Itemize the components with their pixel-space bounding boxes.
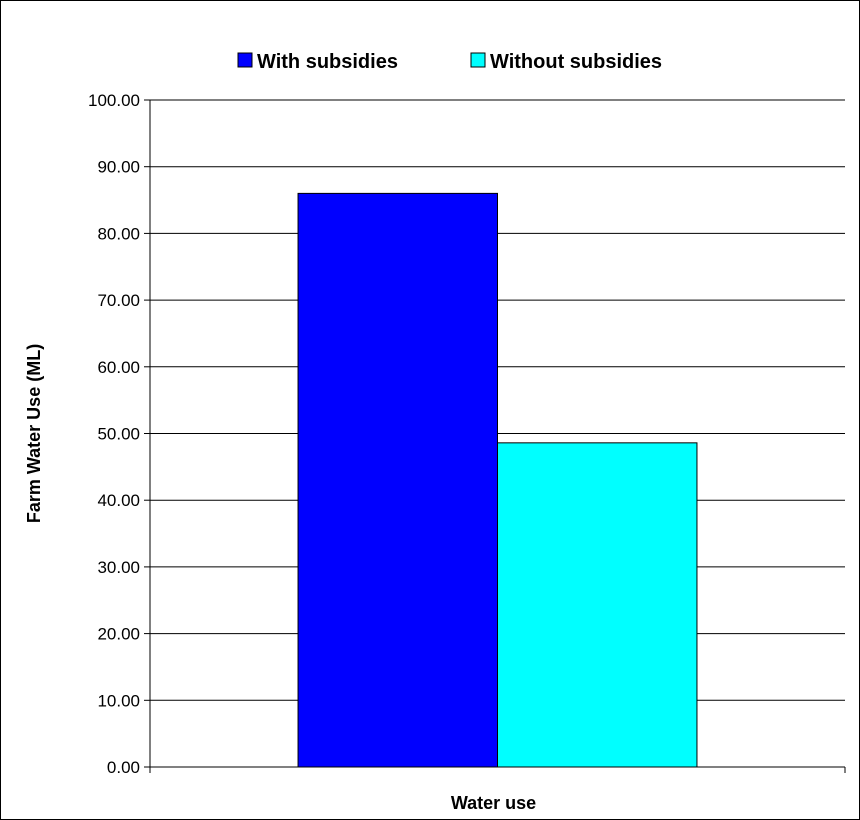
y-tick-label: 50.00 [97, 425, 140, 444]
legend-label: With subsidies [257, 51, 398, 73]
bar-without-subsidies [497, 442, 698, 768]
legend-swatch [470, 52, 486, 68]
gridlines [150, 99, 845, 701]
x-tick-marks [149, 767, 846, 773]
legend-label: Without subsidies [490, 51, 662, 73]
y-tick-labels: 0.00 10.00 20.00 30.00 40.00 50.00 60.00 70.00 8… [88, 91, 140, 777]
legend-swatch [237, 52, 253, 68]
x-axis-title: Water use [451, 793, 536, 813]
y-tick-label: 40.00 [97, 491, 140, 510]
y-tick-label: 70.00 [97, 291, 140, 310]
bar-with-subsidies [297, 192, 498, 768]
y-tick-label: 80.00 [97, 224, 140, 243]
y-tick-label: 60.00 [97, 358, 140, 377]
y-tick-label: 100.00 [88, 91, 140, 110]
y-tick-label: 20.00 [97, 625, 140, 644]
bars [297, 192, 698, 768]
y-tick-label: 30.00 [97, 558, 140, 577]
y-axis-title: Farm Water Use (ML) [24, 344, 44, 523]
y-tick-label: 0.00 [107, 758, 140, 777]
y-tick-label: 10.00 [97, 691, 140, 710]
legend: With subsidies Without subsidies [237, 51, 662, 73]
y-tick-marks [144, 99, 150, 768]
y-tick-label: 90.00 [97, 158, 140, 177]
